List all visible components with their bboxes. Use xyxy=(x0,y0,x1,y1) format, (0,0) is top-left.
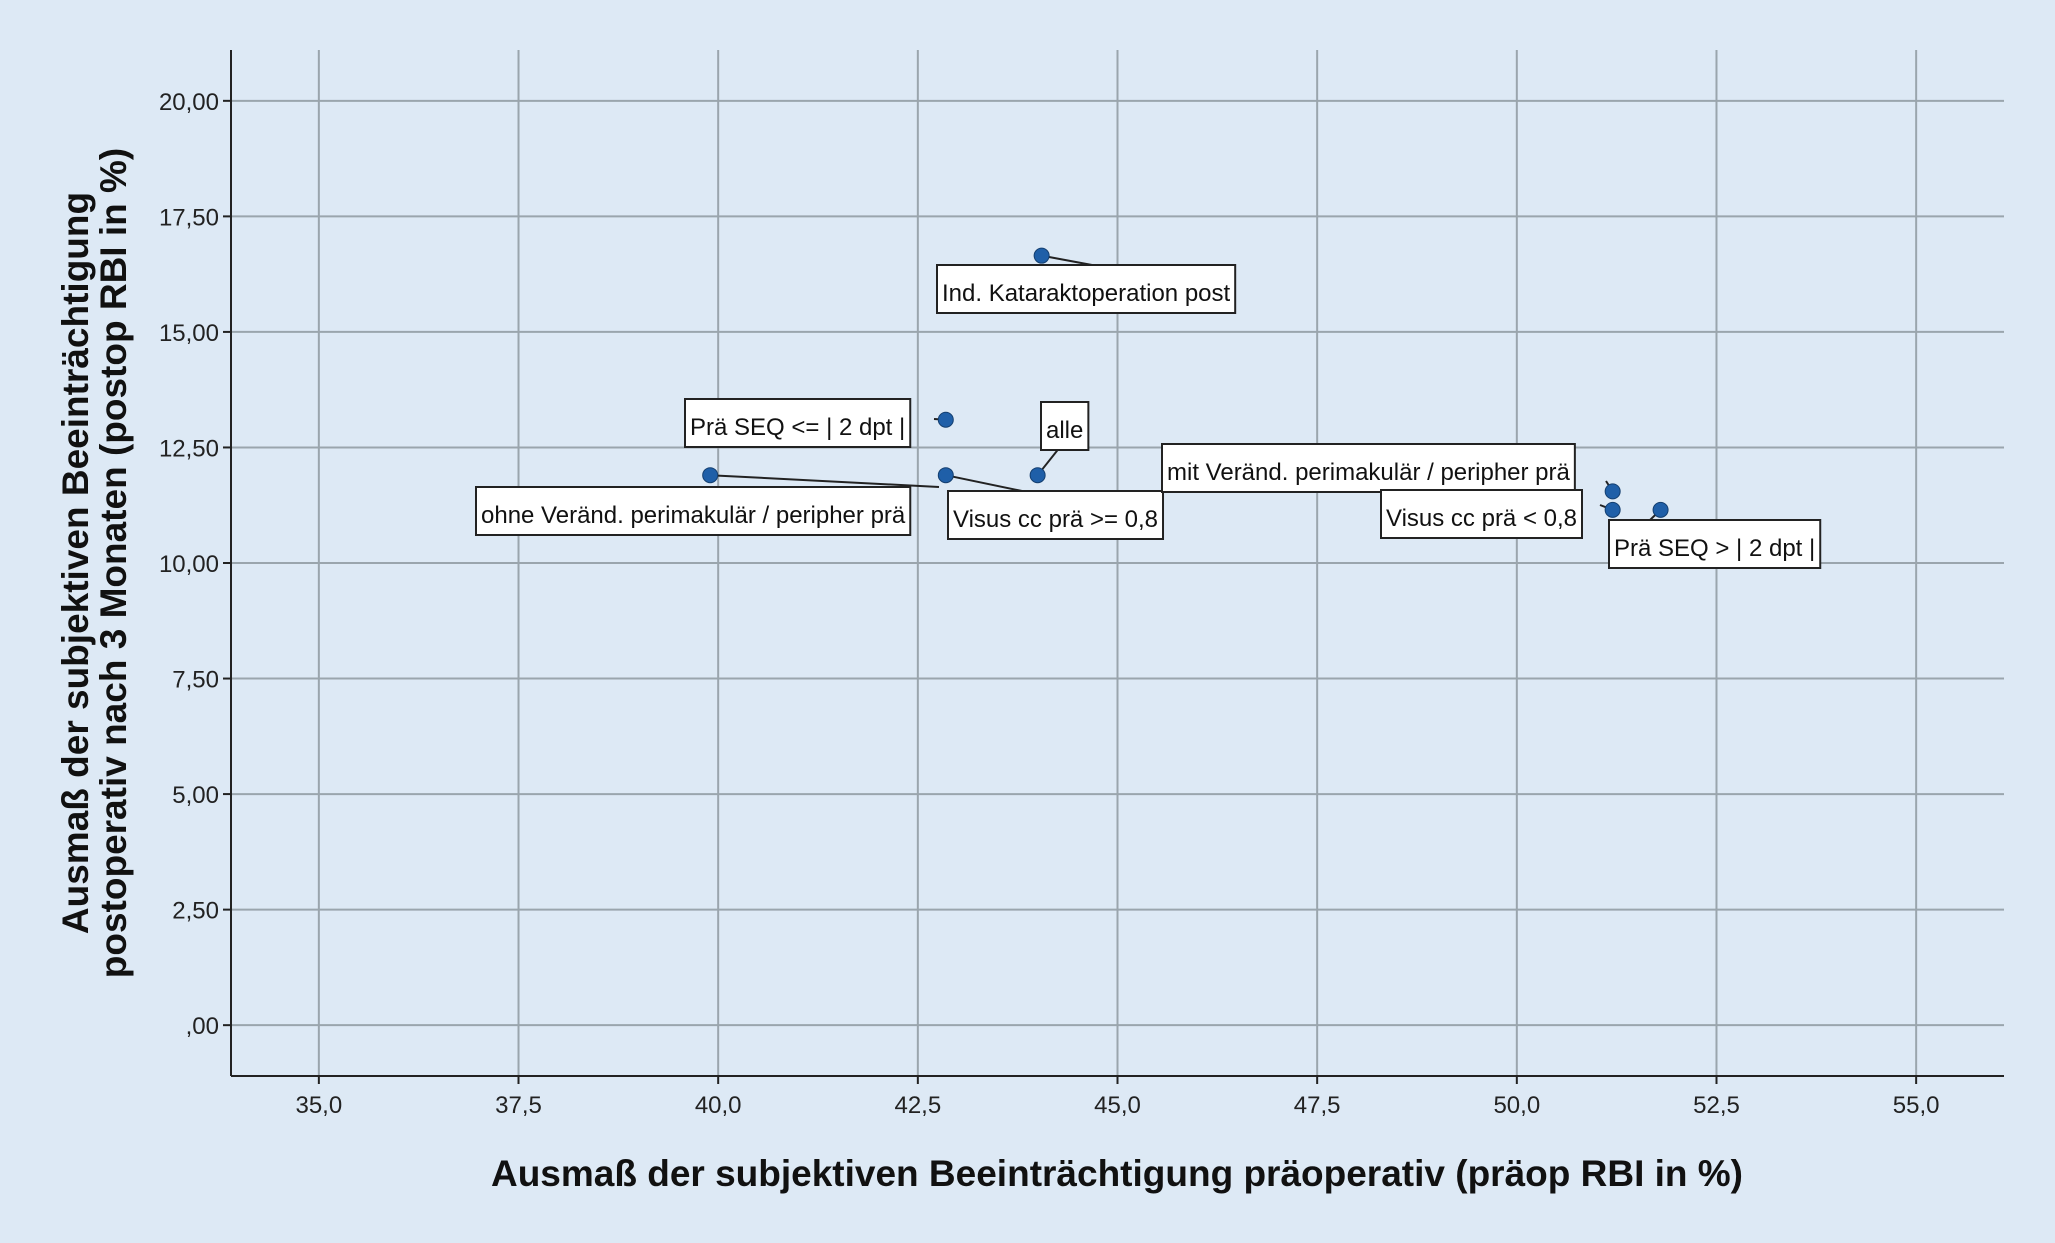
point-label: Prä SEQ > | 2 dpt | xyxy=(1608,519,1822,569)
y-axis-title: Ausmaß der subjektiven Beeinträchtigung … xyxy=(55,148,134,978)
point-label: Visus cc prä < 0,8 xyxy=(1380,489,1583,539)
data-point xyxy=(1029,467,1046,484)
x-tick-label: 35,0 xyxy=(295,1092,342,1119)
data-point xyxy=(702,467,719,484)
point-label-box xyxy=(1608,519,1822,569)
x-tick-label: 40,0 xyxy=(695,1092,742,1119)
x-tick-label: 42,5 xyxy=(894,1092,941,1119)
point-label-box xyxy=(1040,401,1090,451)
point-label: ohne Veränd. perimakulär / peripher prä xyxy=(475,486,912,536)
y-tick-labels: ,00 2,50 5,00 7,50 10,00 12,50 15,00 17,50 20,00 xyxy=(159,89,219,1040)
point-label-box xyxy=(1161,443,1576,493)
data-point xyxy=(1604,483,1621,500)
point-label: Visus cc prä >= 0,8 xyxy=(947,490,1165,540)
point-label-box xyxy=(475,486,912,536)
point-label-text: Visus cc prä >= 0,8 xyxy=(953,506,1158,533)
point-label-text: alle xyxy=(1046,417,1083,444)
axes xyxy=(223,50,2004,1084)
y-tick-label: 15,00 xyxy=(159,320,219,347)
x-tick-labels: 35,0 37,5 40,0 42,5 45,0 47,5 50,0 52,5 55,0 xyxy=(295,1092,1939,1119)
point-label-box xyxy=(936,264,1237,314)
point-label-text: ohne Veränd. perimakulär / peripher prä xyxy=(481,502,906,529)
label-connector xyxy=(945,474,1023,492)
label-connector xyxy=(1041,254,1093,266)
point-label: mit Veränd. perimakulär / peripher prä xyxy=(1161,443,1576,493)
point-label-text: Prä SEQ <= | 2 dpt | xyxy=(690,414,905,441)
y-tick-label: 20,00 xyxy=(159,89,219,116)
y-tick-label: ,00 xyxy=(186,1013,219,1040)
data-point xyxy=(1652,501,1669,518)
point-label-box xyxy=(947,490,1165,540)
data-point xyxy=(937,467,954,484)
x-tick-label: 37,5 xyxy=(495,1092,542,1119)
point-label: Ind. Kataraktoperation post xyxy=(936,264,1237,314)
data-point xyxy=(1604,501,1621,518)
x-tick-label: 52,5 xyxy=(1693,1092,1740,1119)
data-point xyxy=(937,411,954,428)
point-label-text: Prä SEQ > | 2 dpt | xyxy=(1614,535,1815,562)
y-tick-label: 10,00 xyxy=(159,551,219,578)
y-tick-label: 7,50 xyxy=(172,667,219,694)
point-label-text: Visus cc prä < 0,8 xyxy=(1386,505,1577,532)
data-point xyxy=(1033,247,1050,264)
point-label: Prä SEQ <= | 2 dpt | xyxy=(684,398,912,448)
x-tick-label: 55,0 xyxy=(1893,1092,1940,1119)
point-label-text: mit Veränd. perimakulär / peripher prä xyxy=(1167,459,1571,486)
x-tick-label: 47,5 xyxy=(1294,1092,1341,1119)
x-tick-label: 45,0 xyxy=(1094,1092,1141,1119)
point-label: alle xyxy=(1040,401,1090,451)
y-axis-title-line-1: Ausmaß der subjektiven Beeinträchtigung xyxy=(55,192,96,934)
gridlines xyxy=(231,50,2004,1076)
label-connector xyxy=(710,474,940,488)
point-labels: Ind. Kataraktoperation post Prä SEQ <= | … xyxy=(475,264,1822,569)
point-label-box xyxy=(1380,489,1583,539)
data-points xyxy=(702,247,1669,518)
y-tick-label: 12,50 xyxy=(159,435,219,462)
y-axis-title-line-2: postoperativ nach 3 Monaten (postop RBI … xyxy=(93,148,134,978)
x-axis-title: Ausmaß der subjektiven Beeinträchtigung … xyxy=(491,1153,1743,1194)
point-label-box xyxy=(684,398,912,448)
y-tick-label: 17,50 xyxy=(159,204,219,231)
y-tick-label: 2,50 xyxy=(172,898,219,925)
point-label-text: Ind. Kataraktoperation post xyxy=(942,280,1231,307)
y-tick-label: 5,00 xyxy=(172,782,219,809)
x-tick-label: 50,0 xyxy=(1493,1092,1540,1119)
